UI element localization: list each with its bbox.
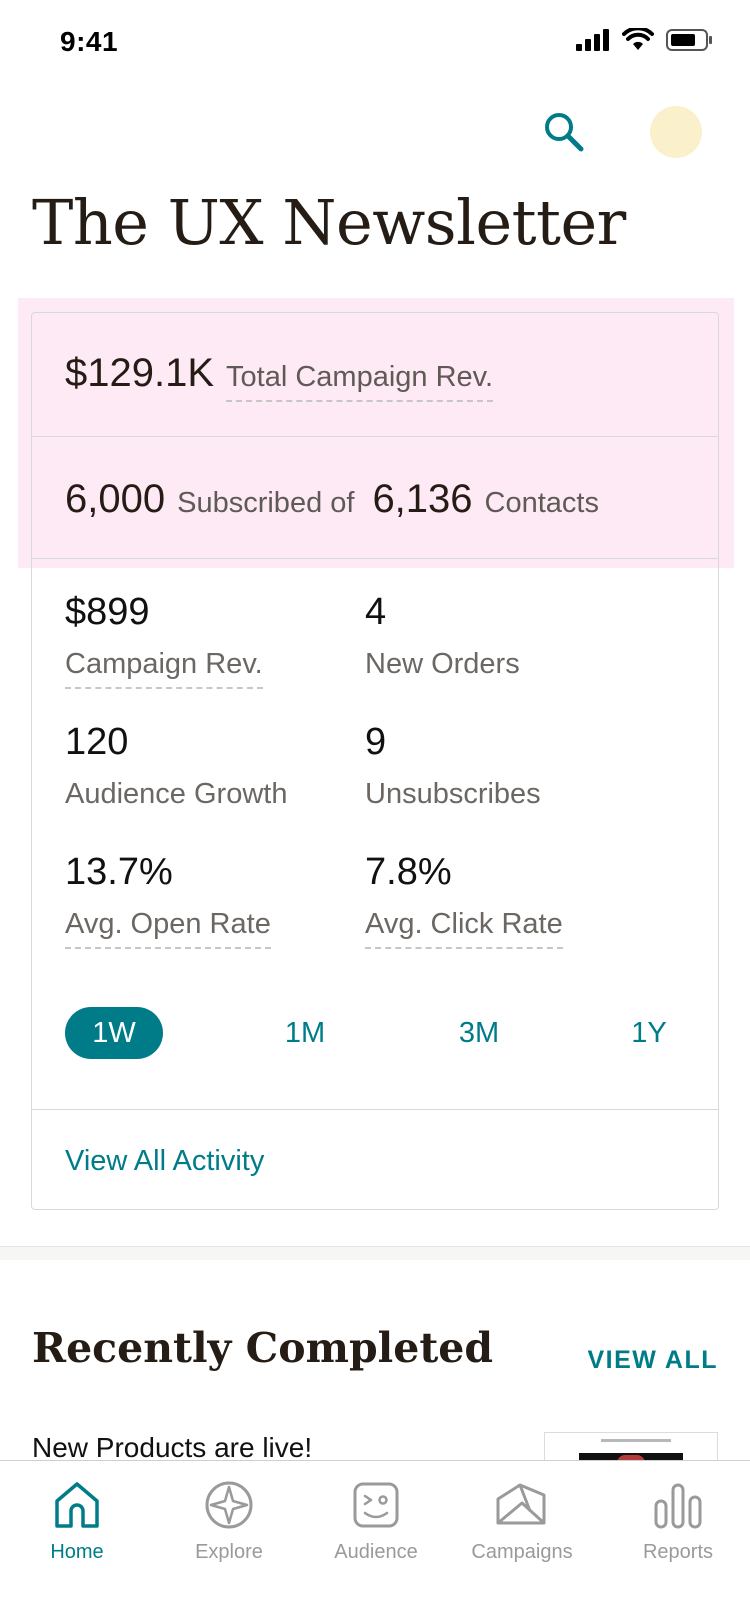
subscribed-label: Subscribed of bbox=[177, 487, 355, 519]
tab-label: Audience bbox=[334, 1541, 418, 1563]
metric-avg-click-rate: 7.8% Avg. Click Rate bbox=[365, 851, 665, 949]
metric-label[interactable]: Avg. Open Rate bbox=[65, 908, 271, 949]
tab-label: Reports bbox=[642, 1541, 714, 1563]
reports-icon bbox=[648, 1475, 708, 1535]
thumbnail-text bbox=[601, 1439, 671, 1442]
range-1y-button[interactable]: 1Y bbox=[631, 1016, 667, 1049]
status-time: 9:41 bbox=[60, 26, 119, 57]
time-range-selector: 1W 1M 3M 1Y bbox=[65, 1007, 687, 1059]
total-revenue-value: $129.1K bbox=[65, 351, 215, 395]
metric-avg-open-rate: 13.7% Avg. Open Rate bbox=[65, 851, 365, 949]
metric-value: 13.7% bbox=[65, 851, 173, 893]
total-revenue-label[interactable]: Total Campaign Rev. bbox=[226, 361, 494, 402]
metric-value: 120 bbox=[65, 721, 129, 763]
tab-campaigns[interactable]: Campaigns bbox=[452, 1475, 592, 1585]
search-icon bbox=[545, 113, 584, 152]
metric-label[interactable]: Campaign Rev. bbox=[65, 648, 263, 689]
metric-unsubscribes: 9 Unsubscribes bbox=[365, 721, 665, 817]
tab-label: Campaigns bbox=[471, 1541, 573, 1563]
contacts-label: Contacts bbox=[484, 487, 599, 519]
metric-label: New Orders bbox=[365, 648, 520, 680]
metric-value: 9 bbox=[365, 721, 387, 763]
section-separator bbox=[0, 1246, 750, 1260]
divider bbox=[32, 1109, 718, 1110]
recently-completed-title: Recently Completed bbox=[32, 1324, 494, 1372]
signal-icon bbox=[576, 29, 609, 51]
contacts-value: 6,136 bbox=[372, 477, 473, 521]
compass-icon bbox=[199, 1475, 259, 1535]
metric-value: 7.8% bbox=[365, 851, 452, 893]
summary-highlight bbox=[18, 298, 734, 568]
battery-icon bbox=[666, 29, 712, 51]
tab-home[interactable]: Home bbox=[7, 1475, 147, 1585]
metric-audience-growth: 120 Audience Growth bbox=[65, 721, 365, 817]
tab-audience[interactable]: Audience bbox=[306, 1475, 446, 1585]
search-button[interactable] bbox=[536, 104, 592, 160]
metric-label[interactable]: Avg. Click Rate bbox=[365, 908, 563, 949]
metric-value: $899 bbox=[65, 591, 150, 633]
campaigns-icon bbox=[492, 1475, 552, 1535]
tab-label: Explore bbox=[195, 1541, 263, 1563]
status-icons bbox=[576, 28, 714, 52]
range-1w-button[interactable]: 1W bbox=[65, 1007, 163, 1059]
wifi-icon bbox=[622, 28, 654, 50]
audience-icon bbox=[346, 1475, 406, 1535]
tab-label: Home bbox=[50, 1541, 104, 1563]
recent-item-title[interactable]: New Products are live! bbox=[32, 1432, 313, 1463]
total-revenue-row: $129.1K Total Campaign Rev. bbox=[32, 313, 718, 437]
view-all-activity-link[interactable]: View All Activity bbox=[65, 1145, 265, 1177]
metric-value: 4 bbox=[365, 591, 387, 633]
tab-reports[interactable]: Reports bbox=[608, 1475, 748, 1585]
range-1m-button[interactable]: 1M bbox=[284, 1016, 326, 1049]
metric-new-orders: 4 New Orders bbox=[365, 591, 665, 687]
range-3m-button[interactable]: 3M bbox=[458, 1016, 500, 1049]
subscribers-row: 6,000 Subscribed of 6,136 Contacts bbox=[32, 437, 718, 559]
subscribed-value: 6,000 bbox=[65, 477, 166, 521]
metric-label: Audience Growth bbox=[65, 778, 288, 810]
tab-explore[interactable]: Explore bbox=[159, 1475, 299, 1585]
home-icon bbox=[47, 1475, 107, 1535]
tab-bar: Home Explore Audience bbox=[0, 1460, 750, 1624]
metric-campaign-rev: $899 Campaign Rev. bbox=[65, 591, 365, 689]
stats-card: $129.1K Total Campaign Rev. 6,000 Subscr… bbox=[31, 312, 719, 1210]
status-bar: 9:41 bbox=[0, 0, 750, 88]
avatar[interactable] bbox=[650, 106, 702, 158]
view-all-button[interactable]: VIEW ALL bbox=[587, 1346, 718, 1374]
page-title: The UX Newsletter bbox=[32, 186, 626, 259]
metric-label: Unsubscribes bbox=[365, 778, 541, 810]
